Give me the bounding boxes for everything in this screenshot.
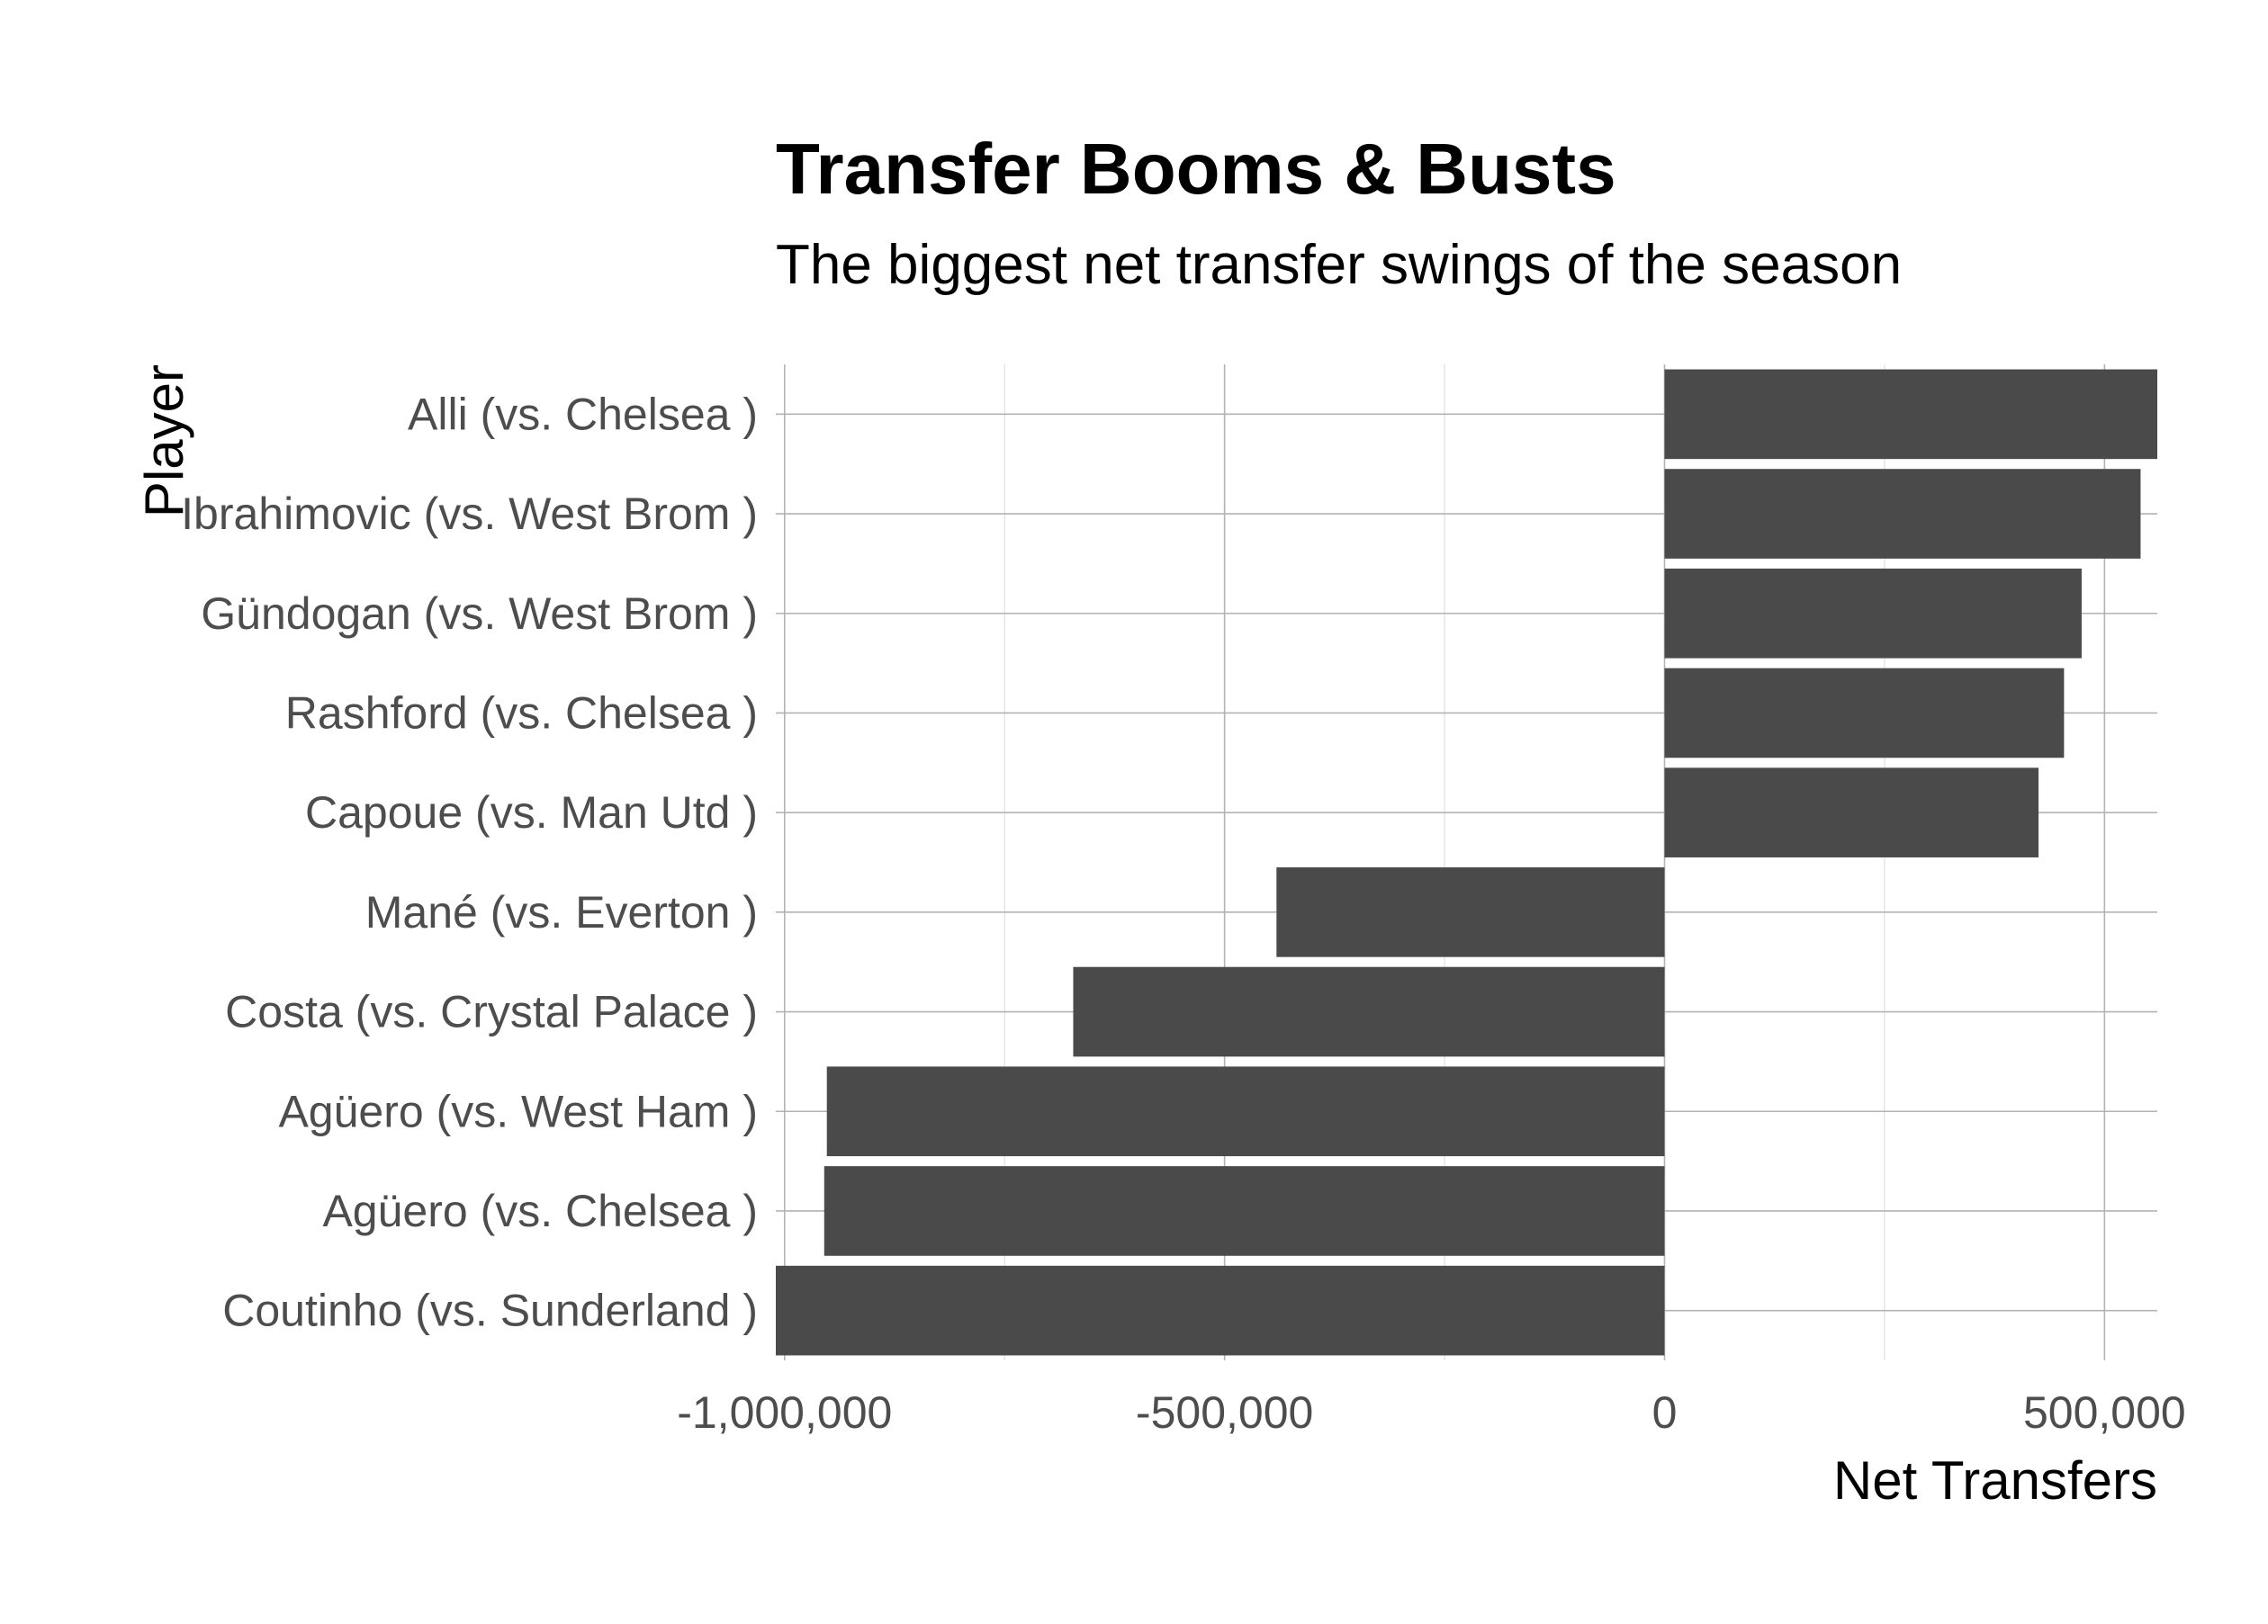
- chart-title: Transfer Booms & Busts: [776, 129, 1616, 209]
- y-tick-label: Agüero (vs. Chelsea ): [322, 1186, 758, 1236]
- y-tick-label: Capoue (vs. Man Utd ): [305, 787, 758, 838]
- bar: [1664, 668, 2065, 758]
- y-tick-label: Mané (vs. Everton ): [365, 887, 758, 938]
- y-tick-label: Costa (vs. Crystal Palace ): [225, 987, 758, 1037]
- y-tick-label: Ibrahimovic (vs. West Brom ): [181, 489, 758, 539]
- bar: [1664, 767, 2039, 857]
- y-tick-label: Coutinho (vs. Sunderland ): [222, 1286, 758, 1336]
- x-axis-title: Net Transfers: [1833, 1450, 2157, 1511]
- y-axis-title: Player: [134, 364, 194, 517]
- bar: [824, 1166, 1665, 1256]
- bar: [1664, 469, 2141, 559]
- bar: [826, 1066, 1665, 1157]
- y-tick-label: Rashford (vs. Chelsea ): [285, 687, 758, 738]
- y-tick-label: Gündogan (vs. West Brom ): [201, 588, 758, 639]
- bar: [1276, 867, 1665, 957]
- x-axis-tick-labels: -1,000,000 -500,000 0 500,000: [677, 1387, 2185, 1438]
- chart-subtitle: The biggest net transfer swings of the s…: [776, 234, 1902, 296]
- x-tick-label: 500,000: [2023, 1387, 2186, 1438]
- x-tick-label: -1,000,000: [677, 1387, 892, 1438]
- x-tick-label: -500,000: [1136, 1387, 1313, 1438]
- bar: [776, 1265, 1665, 1356]
- bar: [1664, 568, 2082, 659]
- bar: [1073, 966, 1665, 1057]
- y-tick-label: Alli (vs. Chelsea ): [408, 389, 758, 439]
- x-tick-label: 0: [1652, 1387, 1678, 1438]
- bar: [1664, 369, 2157, 460]
- y-tick-label: Agüero (vs. West Ham ): [278, 1086, 758, 1136]
- y-axis-tick-labels: Alli (vs. Chelsea ) Ibrahimovic (vs. West…: [181, 389, 758, 1335]
- bars: [776, 369, 2157, 1356]
